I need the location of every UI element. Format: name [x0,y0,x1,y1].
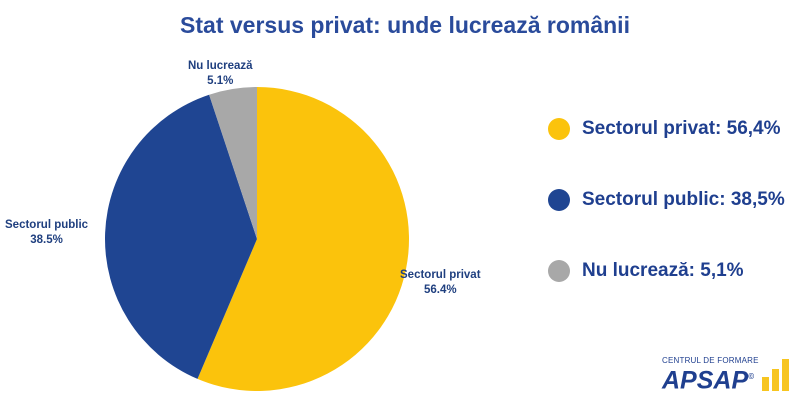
legend: Sectorul privat: 56,4% Sectorul public: … [548,112,785,325]
pie-slice-1 [105,94,258,379]
slice-label-not-working: Nu lucrează 5.1% [188,60,253,87]
legend-dot [548,188,570,211]
legend-item-public: Sectorul public: 38,5% [548,183,785,216]
pie-slice-0 [197,87,409,391]
legend-item-not-working: Nu lucrează: 5,1% [548,254,785,287]
pie-slice-2 [209,87,257,239]
apsap-logo: CENTRUL DE FORMARE APSAP© [662,356,759,395]
legend-item-private: Sectorul privat: 56,4% [548,112,785,145]
legend-dot [548,259,570,282]
chart-title: Stat versus privat: unde lucrează români… [180,12,630,38]
slice-label-public: Sectorul public 38.5% [5,219,89,246]
logo-bars-icon [762,359,789,391]
slice-label-private: Sectorul privat 56.4% [400,269,481,296]
legend-dot [548,117,570,140]
